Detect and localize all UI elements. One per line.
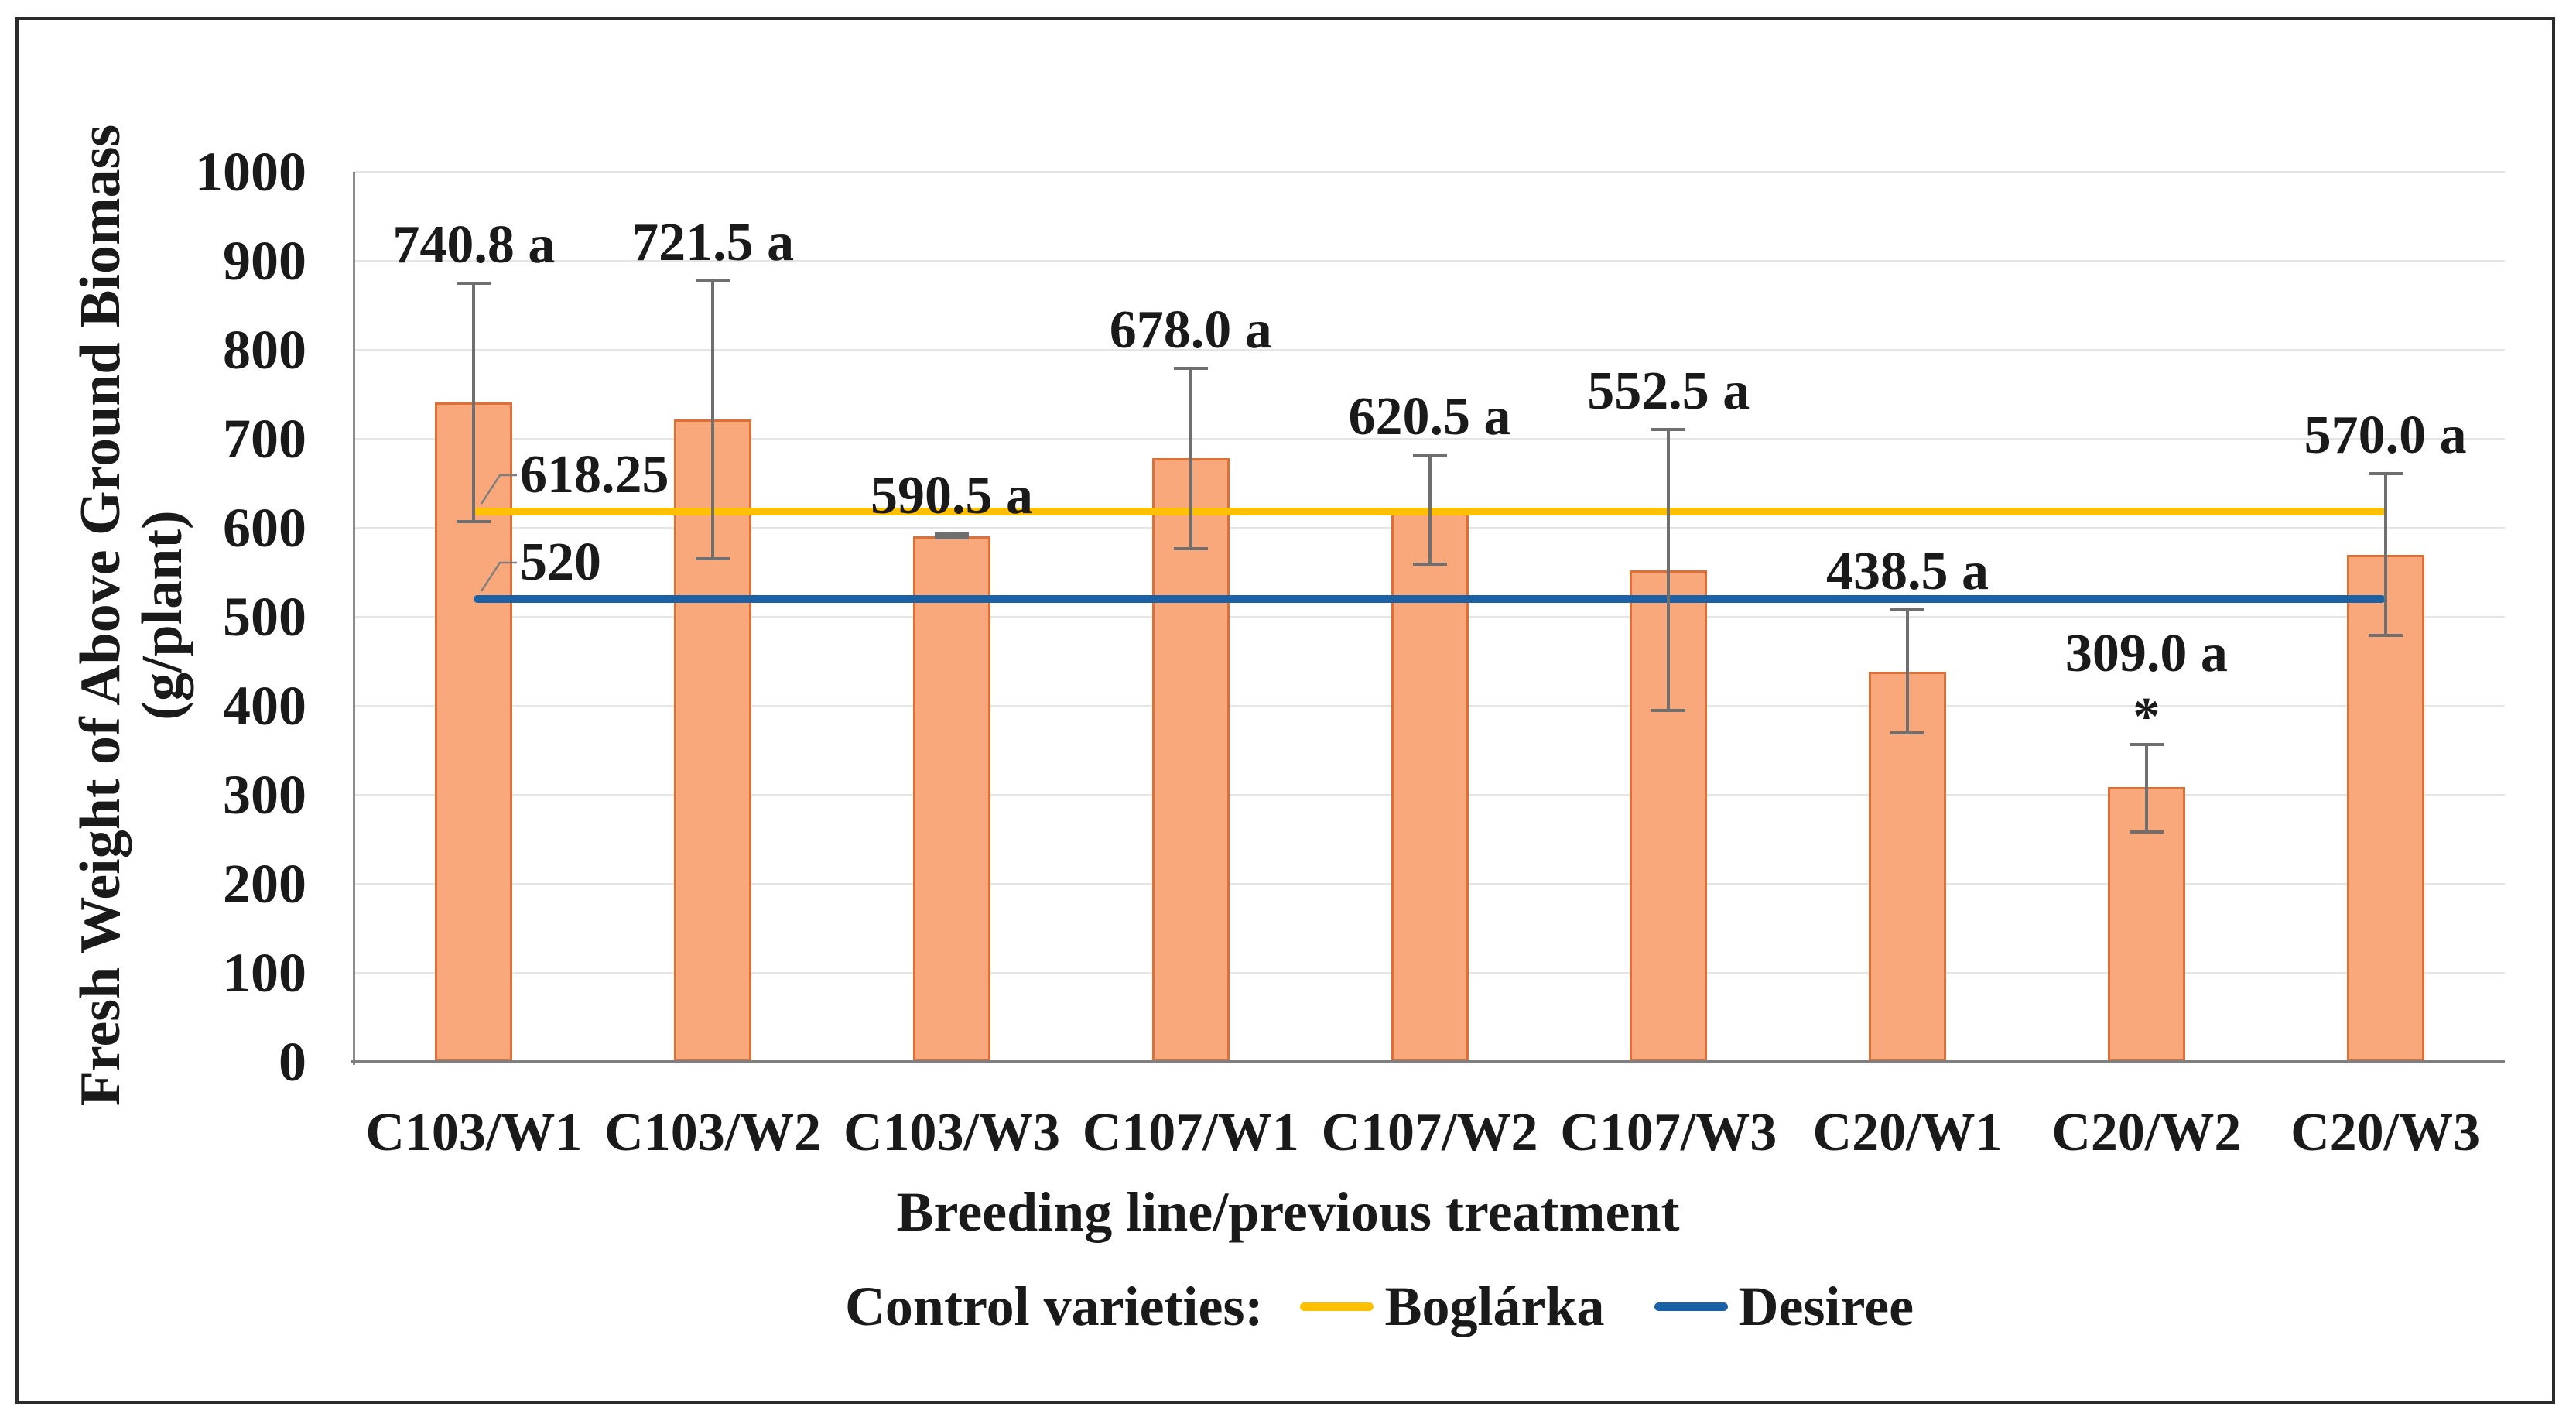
legend-item-desiree: Desiree <box>1738 1275 1914 1337</box>
error-bar-c103-w2-line <box>711 279 715 560</box>
error-bar-c20-w1-line <box>1906 609 1910 734</box>
error-bar-c20-w3-line <box>2383 472 2387 637</box>
error-bar-c107-w2-cap-top <box>1412 454 1447 457</box>
figure-frame <box>15 17 2555 1404</box>
error-bar-c20-w3-cap-top <box>2368 471 2403 475</box>
y-tick-label-1000: 1000 <box>195 141 306 203</box>
category-label-c103-w2: C103/W2 <box>604 1103 822 1162</box>
error-bar-c20-w2-cap-bottom <box>2129 830 2164 834</box>
x-axis-baseline <box>351 1060 2505 1063</box>
legend-item-boglarka: Boglárka <box>1384 1275 1605 1337</box>
error-bar-c20-w3-cap-bottom <box>2368 634 2403 638</box>
y-tick-label-100: 100 <box>223 942 306 1004</box>
gridline-1000 <box>354 171 2505 173</box>
error-bar-c107-w2-line <box>1428 454 1432 565</box>
y-tick-label-0: 0 <box>279 1031 306 1093</box>
error-bar-c103-w1-line <box>472 282 476 523</box>
reference-line-label-bogl-rka: 618.25 <box>520 445 669 505</box>
y-axis-title-line2: (g/plant) <box>131 510 194 721</box>
category-label-c107-w3: C107/W3 <box>1560 1103 1777 1162</box>
error-bar-c103-w3-line <box>949 533 953 539</box>
y-axis-line <box>353 172 355 1065</box>
error-bar-c107-w2-cap-bottom <box>1412 562 1447 566</box>
value-label-c103-w3: 590.5 a <box>870 466 1033 526</box>
desiree-line-swatch <box>1654 1302 1728 1311</box>
value-label-c20-w2: 309.0 a <box>2065 624 2228 684</box>
category-label-c20-w2: C20/W2 <box>2051 1103 2242 1162</box>
error-bar-c20-w1-cap-top <box>1890 608 1925 612</box>
gridline-700 <box>354 438 2505 440</box>
error-bar-c20-w2-line <box>2144 744 2148 834</box>
y-tick-label-600: 600 <box>223 497 306 559</box>
bar-c20-w1 <box>1869 671 1947 1062</box>
reference-line-desiree <box>474 595 2386 603</box>
legend: Control varieties: Boglárka Desiree <box>0 1275 2576 1337</box>
category-label-c107-w1: C107/W1 <box>1082 1103 1299 1162</box>
category-label-c103-w1: C103/W1 <box>365 1103 583 1162</box>
y-tick-label-200: 200 <box>223 853 306 915</box>
reference-line-label-desiree: 520 <box>520 532 601 592</box>
y-tick-label-800: 800 <box>223 319 306 381</box>
boglarka-line-swatch <box>1300 1302 1374 1311</box>
gridline-900 <box>354 260 2505 262</box>
error-bar-c103-w2-cap-top <box>696 279 730 282</box>
error-bar-c103-w2-cap-bottom <box>696 556 730 560</box>
value-label-c107-w2: 620.5 a <box>1348 387 1511 447</box>
value-label-c103-w1: 740.8 a <box>392 214 556 275</box>
bar-c107-w1 <box>1151 458 1230 1062</box>
y-tick-label-900: 900 <box>223 230 306 292</box>
category-label-c20-w3: C20/W3 <box>2290 1103 2481 1162</box>
gridline-800 <box>354 349 2505 351</box>
y-axis-title-line1: Fresh Weight of Above Ground Biomass <box>69 124 132 1107</box>
significance-asterisk: * <box>2133 687 2160 748</box>
bar-c103-w3 <box>912 536 990 1062</box>
error-bar-c103-w3-cap-top <box>934 532 969 536</box>
error-bar-c107-w3-cap-bottom <box>1651 709 1686 713</box>
y-tick-label-300: 300 <box>223 764 306 826</box>
y-axis-title: Fresh Weight of Above Ground Biomass (g/… <box>69 74 194 1157</box>
error-bar-c107-w3-cap-top <box>1651 427 1686 431</box>
error-bar-c103-w3-cap-bottom <box>934 536 969 540</box>
value-label-c103-w2: 721.5 a <box>631 212 795 272</box>
y-tick-label-700: 700 <box>223 408 306 470</box>
error-bar-c103-w1-cap-top <box>457 281 491 285</box>
error-bar-c103-w1-cap-bottom <box>457 520 491 524</box>
bar-c20-w3 <box>2346 554 2424 1062</box>
bar-c107-w2 <box>1391 509 1469 1062</box>
legend-prefix: Control varieties: <box>844 1275 1264 1337</box>
error-bar-c107-w1-cap-top <box>1173 367 1208 370</box>
y-tick-label-400: 400 <box>223 675 306 737</box>
error-bar-c107-w3-line <box>1667 428 1671 712</box>
error-bar-c20-w1-cap-bottom <box>1890 731 1925 735</box>
category-label-c107-w2: C107/W2 <box>1321 1103 1538 1162</box>
value-label-c107-w1: 678.0 a <box>1109 300 1272 360</box>
x-axis-title: Breeding line/previous treatment <box>896 1181 1680 1243</box>
category-label-c20-w1: C20/W1 <box>1812 1103 2003 1162</box>
category-label-c103-w3: C103/W3 <box>843 1103 1060 1162</box>
error-bar-c107-w1-line <box>1189 368 1192 549</box>
value-label-c107-w3: 552.5 a <box>1587 361 1750 421</box>
value-label-c20-w3: 570.0 a <box>2304 405 2467 465</box>
value-label-c20-w1: 438.5 a <box>1826 542 1989 602</box>
error-bar-c107-w1-cap-bottom <box>1173 546 1208 550</box>
y-tick-label-500: 500 <box>223 586 306 648</box>
error-bar-c20-w2-cap-top <box>2129 743 2164 747</box>
